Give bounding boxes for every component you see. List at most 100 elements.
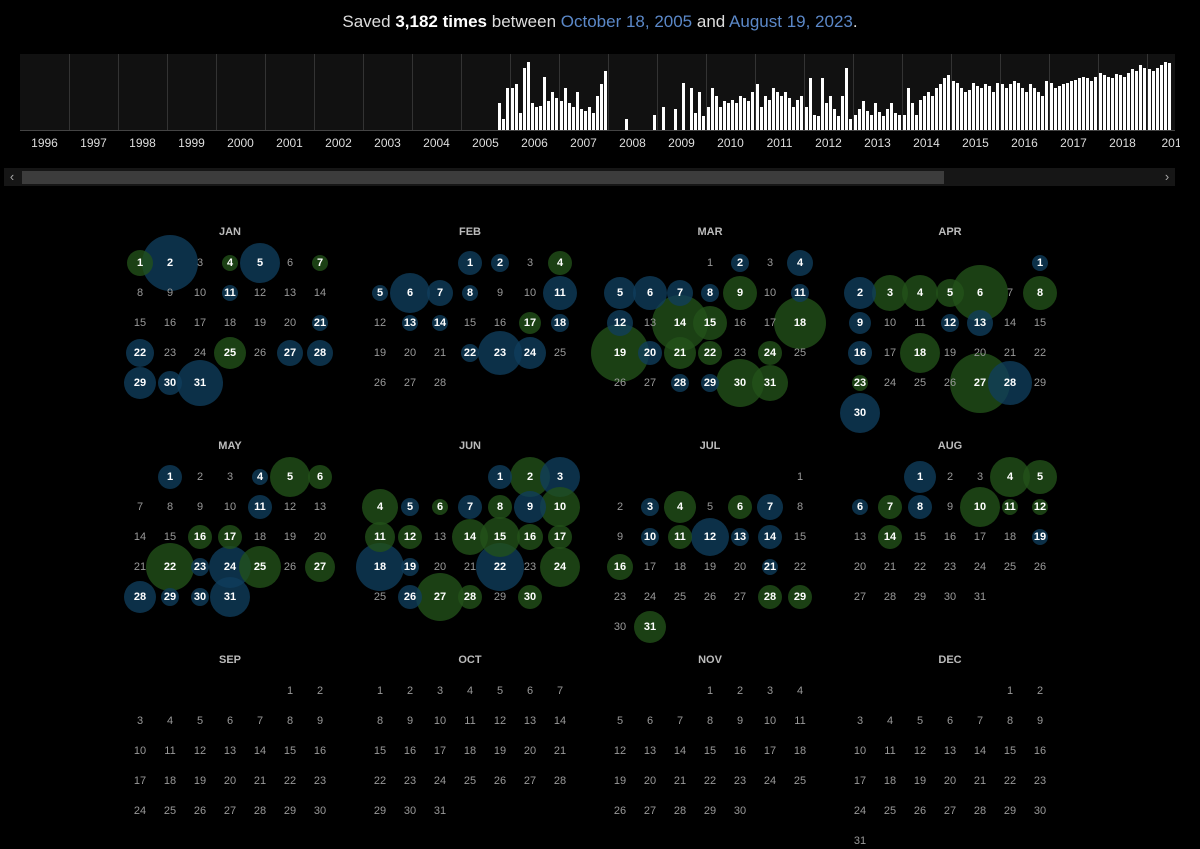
capture-bubble[interactable]: [668, 525, 692, 549]
capture-bubble[interactable]: [698, 341, 722, 365]
first-capture-link[interactable]: October 18, 2005: [560, 12, 693, 31]
calendar-day[interactable]: 1: [166, 471, 174, 483]
calendar-day[interactable]: 4: [556, 257, 564, 269]
calendar-day[interactable]: 13: [973, 317, 987, 329]
capture-bubble[interactable]: [452, 519, 488, 555]
capture-bubble[interactable]: [664, 337, 696, 369]
month-capture-bar[interactable]: [1078, 78, 1081, 130]
month-capture-bar[interactable]: [760, 107, 763, 130]
calendar-day[interactable]: 16: [613, 561, 627, 573]
capture-bubble[interactable]: [158, 465, 182, 489]
month-capture-bar[interactable]: [735, 103, 738, 130]
capture-bubble[interactable]: [488, 465, 512, 489]
month-capture-bar[interactable]: [551, 92, 554, 130]
month-capture-bar[interactable]: [776, 92, 779, 130]
month-capture-bar[interactable]: [751, 92, 754, 130]
month-capture-bar[interactable]: [1148, 69, 1151, 130]
capture-bubble[interactable]: [844, 277, 876, 309]
month-capture-bar[interactable]: [600, 84, 603, 130]
month-capture-bar[interactable]: [1168, 63, 1171, 130]
calendar-day[interactable]: 23: [493, 347, 507, 359]
month-capture-bar[interactable]: [772, 88, 775, 130]
capture-bubble[interactable]: [731, 254, 749, 272]
year-label[interactable]: 2002: [325, 136, 352, 150]
capture-bubble[interactable]: [458, 495, 482, 519]
month-capture-bar[interactable]: [952, 81, 955, 130]
calendar-day[interactable]: 6: [976, 287, 984, 299]
month-capture-bar[interactable]: [1009, 84, 1012, 130]
month-capture-bar[interactable]: [805, 107, 808, 130]
year-label[interactable]: 2012: [815, 136, 842, 150]
year-label[interactable]: 2018: [1109, 136, 1136, 150]
calendar-day[interactable]: 20: [643, 347, 657, 359]
capture-bubble[interactable]: [222, 255, 238, 271]
month-capture-bar[interactable]: [1094, 77, 1097, 130]
capture-bubble[interactable]: [248, 495, 272, 519]
month-capture-bar[interactable]: [907, 88, 910, 130]
calendar-day[interactable]: 12: [1033, 501, 1047, 513]
month-capture-bar[interactable]: [1013, 81, 1016, 130]
capture-bubble[interactable]: [402, 315, 418, 331]
calendar-day[interactable]: 14: [433, 317, 447, 329]
month-capture-bar[interactable]: [743, 98, 746, 130]
month-capture-bar[interactable]: [1123, 77, 1126, 130]
capture-bubble[interactable]: [638, 341, 662, 365]
month-capture-bar[interactable]: [511, 88, 514, 130]
capture-bubble[interactable]: [146, 543, 194, 591]
capture-bubble[interactable]: [239, 546, 281, 588]
month-capture-bar[interactable]: [898, 115, 901, 130]
capture-bubble[interactable]: [270, 457, 310, 497]
calendar-day[interactable]: 1: [916, 471, 924, 483]
month-capture-bar[interactable]: [960, 88, 963, 130]
capture-bubble[interactable]: [728, 495, 752, 519]
month-capture-bar[interactable]: [682, 83, 685, 130]
month-capture-bar[interactable]: [919, 100, 922, 130]
calendar-day[interactable]: 9: [526, 501, 534, 513]
capture-bubble[interactable]: [752, 365, 788, 401]
calendar-day[interactable]: 28: [463, 591, 477, 603]
calendar-day[interactable]: 5: [1036, 471, 1044, 483]
capture-bubble[interactable]: [398, 585, 422, 609]
capture-bubble[interactable]: [908, 495, 932, 519]
calendar-day[interactable]: 13: [403, 317, 417, 329]
calendar-day[interactable]: 22: [493, 561, 507, 573]
month-capture-bar[interactable]: [727, 103, 730, 130]
month-capture-bar[interactable]: [1082, 77, 1085, 130]
capture-bubble[interactable]: [158, 371, 182, 395]
calendar-day[interactable]: 10: [643, 531, 657, 543]
year-label[interactable]: 2007: [570, 136, 597, 150]
capture-bubble[interactable]: [960, 487, 1000, 527]
month-capture-bar[interactable]: [935, 88, 938, 130]
month-capture-bar[interactable]: [580, 109, 583, 130]
calendar-day[interactable]: 25: [253, 561, 267, 573]
month-capture-bar[interactable]: [947, 75, 950, 130]
month-capture-bar[interactable]: [515, 84, 518, 130]
capture-bubble[interactable]: [607, 310, 633, 336]
calendar-day[interactable]: 14: [673, 317, 687, 329]
month-capture-bar[interactable]: [1099, 73, 1102, 130]
calendar-day[interactable]: 1: [1036, 257, 1044, 269]
month-capture-bar[interactable]: [780, 96, 783, 130]
calendar-day[interactable]: 11: [1004, 501, 1016, 513]
calendar-day[interactable]: 29: [133, 377, 147, 389]
year-label[interactable]: 2011: [766, 136, 793, 150]
calendar-day[interactable]: 4: [676, 501, 684, 513]
calendar-day[interactable]: 5: [946, 287, 954, 299]
capture-bubble[interactable]: [693, 306, 727, 340]
year-label[interactable]: 2001: [276, 136, 303, 150]
month-capture-bar[interactable]: [519, 113, 522, 130]
calendar-day[interactable]: 1: [136, 257, 144, 269]
month-capture-bar[interactable]: [527, 62, 530, 130]
capture-bubble[interactable]: [390, 273, 430, 313]
month-capture-bar[interactable]: [568, 103, 571, 130]
capture-bubble[interactable]: [488, 495, 512, 519]
capture-bubble[interactable]: [161, 588, 179, 606]
capture-bubble[interactable]: [191, 588, 209, 606]
month-capture-bar[interactable]: [809, 78, 812, 130]
calendar-day[interactable]: 6: [406, 287, 414, 299]
month-capture-bar[interactable]: [1152, 71, 1155, 130]
month-capture-bar[interactable]: [1045, 81, 1048, 130]
capture-sparkline[interactable]: [20, 54, 1175, 131]
calendar-day[interactable]: 14: [883, 531, 897, 543]
month-capture-bar[interactable]: [788, 98, 791, 130]
